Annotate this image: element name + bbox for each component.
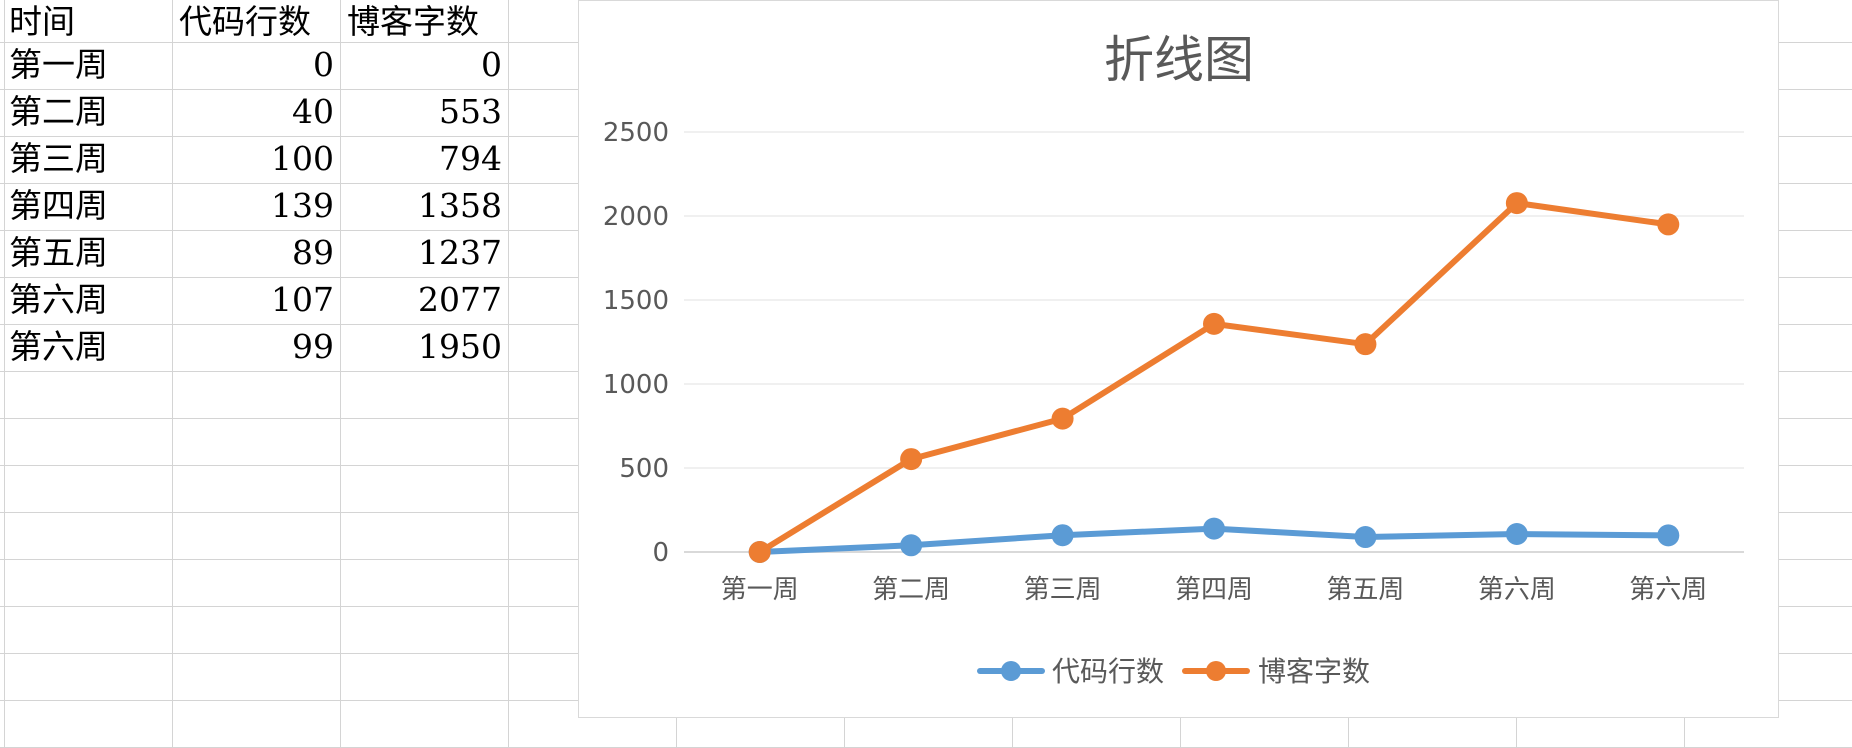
chart-canvas: 折线图 0 500 1000 1500 2000 2500 第一周 第二周 第三周 第四周 第五周 第… bbox=[603, 31, 1744, 688]
cell-time[interactable]: 第一周 bbox=[9, 45, 108, 84]
data-point-series-2[interactable] bbox=[748, 541, 771, 563]
x-tick-label: 第二周 bbox=[872, 575, 950, 605]
data-point-series-2[interactable] bbox=[1354, 333, 1377, 356]
y-tick-label: 1000 bbox=[603, 370, 669, 400]
line-chart[interactable]: 折线图 0 500 1000 1500 2000 2500 第一周 第二周 第三周 第四周 第五周 第… bbox=[578, 0, 1779, 718]
legend-swatch-marker bbox=[1001, 661, 1021, 681]
cell-time[interactable]: 第四周 bbox=[9, 186, 108, 225]
y-tick-label: 2000 bbox=[603, 202, 669, 232]
cell-blog-words[interactable]: 1237 bbox=[418, 233, 502, 272]
legend-label[interactable]: 博客字数 bbox=[1258, 655, 1370, 688]
y-tick-label: 500 bbox=[619, 454, 669, 484]
x-tick-label: 第四周 bbox=[1175, 575, 1253, 605]
y-tick-label: 0 bbox=[652, 538, 669, 568]
x-tick-label: 第三周 bbox=[1024, 575, 1102, 605]
legend-swatch-marker bbox=[1206, 661, 1226, 681]
x-tick-label: 第一周 bbox=[721, 575, 799, 605]
data-point-series-1[interactable] bbox=[1203, 517, 1225, 540]
cell-blog-words[interactable]: 2077 bbox=[418, 280, 502, 319]
cell-code-lines[interactable]: 0 bbox=[313, 45, 334, 84]
header-cell-code-lines[interactable]: 代码行数 bbox=[179, 2, 311, 41]
y-tick-label: 2500 bbox=[603, 118, 669, 148]
data-point-series-2[interactable] bbox=[1505, 192, 1528, 215]
data-point-series-1[interactable] bbox=[1354, 526, 1377, 549]
cell-code-lines[interactable]: 139 bbox=[271, 186, 334, 225]
cell-time[interactable]: 第六周 bbox=[9, 327, 108, 366]
cell-code-lines[interactable]: 99 bbox=[292, 327, 334, 366]
cell-code-lines[interactable]: 40 bbox=[292, 92, 334, 131]
cell-time[interactable]: 第二周 bbox=[9, 92, 108, 131]
cell-blog-words[interactable]: 553 bbox=[439, 92, 502, 131]
data-point-series-2[interactable] bbox=[1203, 312, 1225, 335]
cell-time[interactable]: 第六周 bbox=[9, 280, 108, 319]
data-point-series-2[interactable] bbox=[1051, 407, 1074, 430]
chart-title: 折线图 bbox=[1104, 31, 1254, 89]
cell-blog-words[interactable]: 1358 bbox=[418, 186, 502, 225]
x-tick-label: 第六周 bbox=[1629, 575, 1707, 605]
data-point-series-1[interactable] bbox=[900, 534, 923, 557]
cell-blog-words[interactable]: 794 bbox=[439, 139, 502, 178]
cell-blog-words[interactable]: 1950 bbox=[418, 327, 502, 366]
cell-code-lines[interactable]: 100 bbox=[271, 139, 334, 178]
data-point-series-1[interactable] bbox=[1657, 524, 1680, 547]
cell-code-lines[interactable]: 107 bbox=[271, 280, 334, 319]
data-point-series-1[interactable] bbox=[1505, 523, 1528, 546]
cell-time[interactable]: 第五周 bbox=[9, 233, 108, 272]
y-tick-label: 1500 bbox=[603, 286, 669, 316]
legend-label[interactable]: 代码行数 bbox=[1052, 655, 1164, 688]
header-cell-time[interactable]: 时间 bbox=[9, 2, 75, 41]
x-tick-label: 第五周 bbox=[1326, 575, 1404, 605]
header-cell-blog-words[interactable]: 博客字数 bbox=[347, 2, 479, 41]
data-point-series-2[interactable] bbox=[1657, 213, 1680, 236]
x-tick-label: 第六周 bbox=[1478, 575, 1556, 605]
data-point-series-2[interactable] bbox=[900, 448, 923, 471]
series-line-2[interactable] bbox=[756, 200, 1672, 555]
cell-time[interactable]: 第三周 bbox=[9, 139, 108, 178]
cell-blog-words[interactable]: 0 bbox=[481, 45, 502, 84]
data-point-series-1[interactable] bbox=[1051, 524, 1074, 547]
cell-code-lines[interactable]: 89 bbox=[292, 233, 334, 272]
